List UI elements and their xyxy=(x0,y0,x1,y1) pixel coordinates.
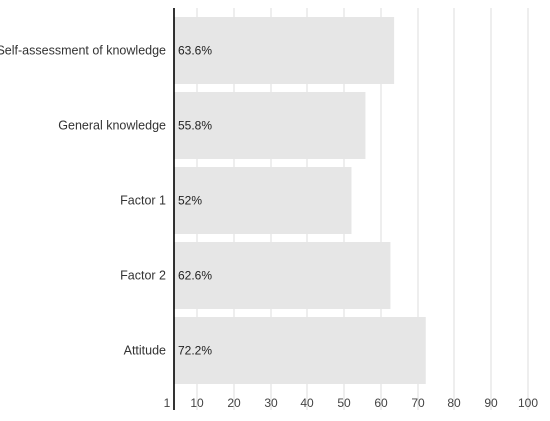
x-tick-label: 1 xyxy=(164,396,171,410)
bar xyxy=(174,242,391,309)
bars xyxy=(174,17,426,384)
value-label: 55.8% xyxy=(178,119,212,133)
x-tick-label: 60 xyxy=(374,396,388,410)
x-tick-label: 70 xyxy=(411,396,425,410)
x-tick-label: 10 xyxy=(190,396,204,410)
bar xyxy=(174,167,352,234)
bar xyxy=(174,92,366,159)
x-tick-label: 50 xyxy=(337,396,351,410)
x-tick-label: 90 xyxy=(484,396,498,410)
bar xyxy=(174,17,395,84)
x-tick-label: 80 xyxy=(447,396,461,410)
category-label: Factor 2 xyxy=(120,269,166,283)
labels: Self-assessment of knowledge 63.6% General… xyxy=(0,44,212,358)
value-label: 72.2% xyxy=(178,344,212,358)
category-label: Attitude xyxy=(124,344,166,358)
value-label: 63.6% xyxy=(178,44,212,58)
x-tick-label: 30 xyxy=(264,396,278,410)
x-tick-label: 20 xyxy=(227,396,241,410)
bar xyxy=(174,317,426,384)
x-tick-label: 100 xyxy=(518,396,538,410)
category-label: General knowledge xyxy=(58,119,166,133)
value-label: 62.6% xyxy=(178,269,212,283)
category-label: Self-assessment of knowledge xyxy=(0,44,166,58)
x-tick-label: 40 xyxy=(300,396,314,410)
x-tick-labels: 1 10 20 30 40 50 60 70 80 90 100 xyxy=(164,396,539,410)
category-label: Factor 1 xyxy=(120,194,166,208)
value-label: 52% xyxy=(178,194,202,208)
